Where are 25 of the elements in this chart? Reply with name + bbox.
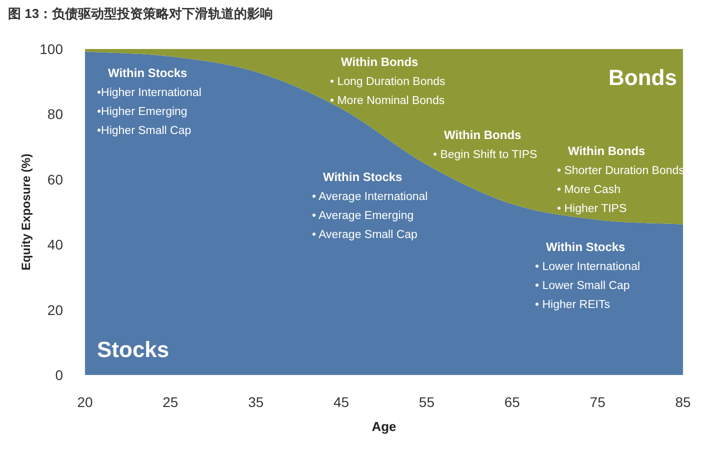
annotation: Within Bonds • Shorter Duration Bonds • More Cash • Higher TIPS: [557, 144, 685, 215]
x-tick-label: 75: [590, 394, 606, 410]
y-tick-label: 40: [47, 236, 64, 253]
annotation: Within Bonds • Begin Shift to TIPS: [433, 128, 538, 161]
annotation: Within Stocks • Lower International • Lower Small Cap • Higher REITs: [535, 240, 640, 311]
chart-title: 图 13：负债驱动型投资策略对下滑轨道的影响: [8, 6, 274, 21]
y-tick-label: 20: [47, 302, 64, 318]
x-tick-label: 25: [162, 394, 178, 410]
series-label: Stocks: [97, 337, 170, 362]
x-tick-label: 35: [248, 394, 264, 410]
annotation: Within Bonds • Long Duration Bonds • More Nominal Bonds: [330, 55, 446, 107]
x-tick-label: 20: [77, 394, 93, 410]
annotation: Within Stocks •Higher International •Higher Emerging •Higher Small Cap: [97, 66, 202, 137]
series-label: Bonds: [608, 65, 677, 90]
x-tick-label: 55: [418, 394, 435, 410]
x-axis-title: Age: [372, 419, 396, 434]
x-tick-label: 45: [333, 394, 350, 410]
y-tick-label: 60: [47, 171, 64, 188]
y-tick-label: 0: [55, 367, 64, 383]
x-tick-label: 65: [504, 394, 520, 410]
y-tick-label: 100: [40, 41, 64, 57]
y-axis-title: Equity Exposure (%): [19, 154, 33, 270]
x-tick-label: 85: [675, 394, 691, 410]
annotation: Within Stocks • Average International • Average Emerging • Average Small Cap: [312, 170, 428, 241]
y-tick-label: 80: [47, 106, 64, 122]
